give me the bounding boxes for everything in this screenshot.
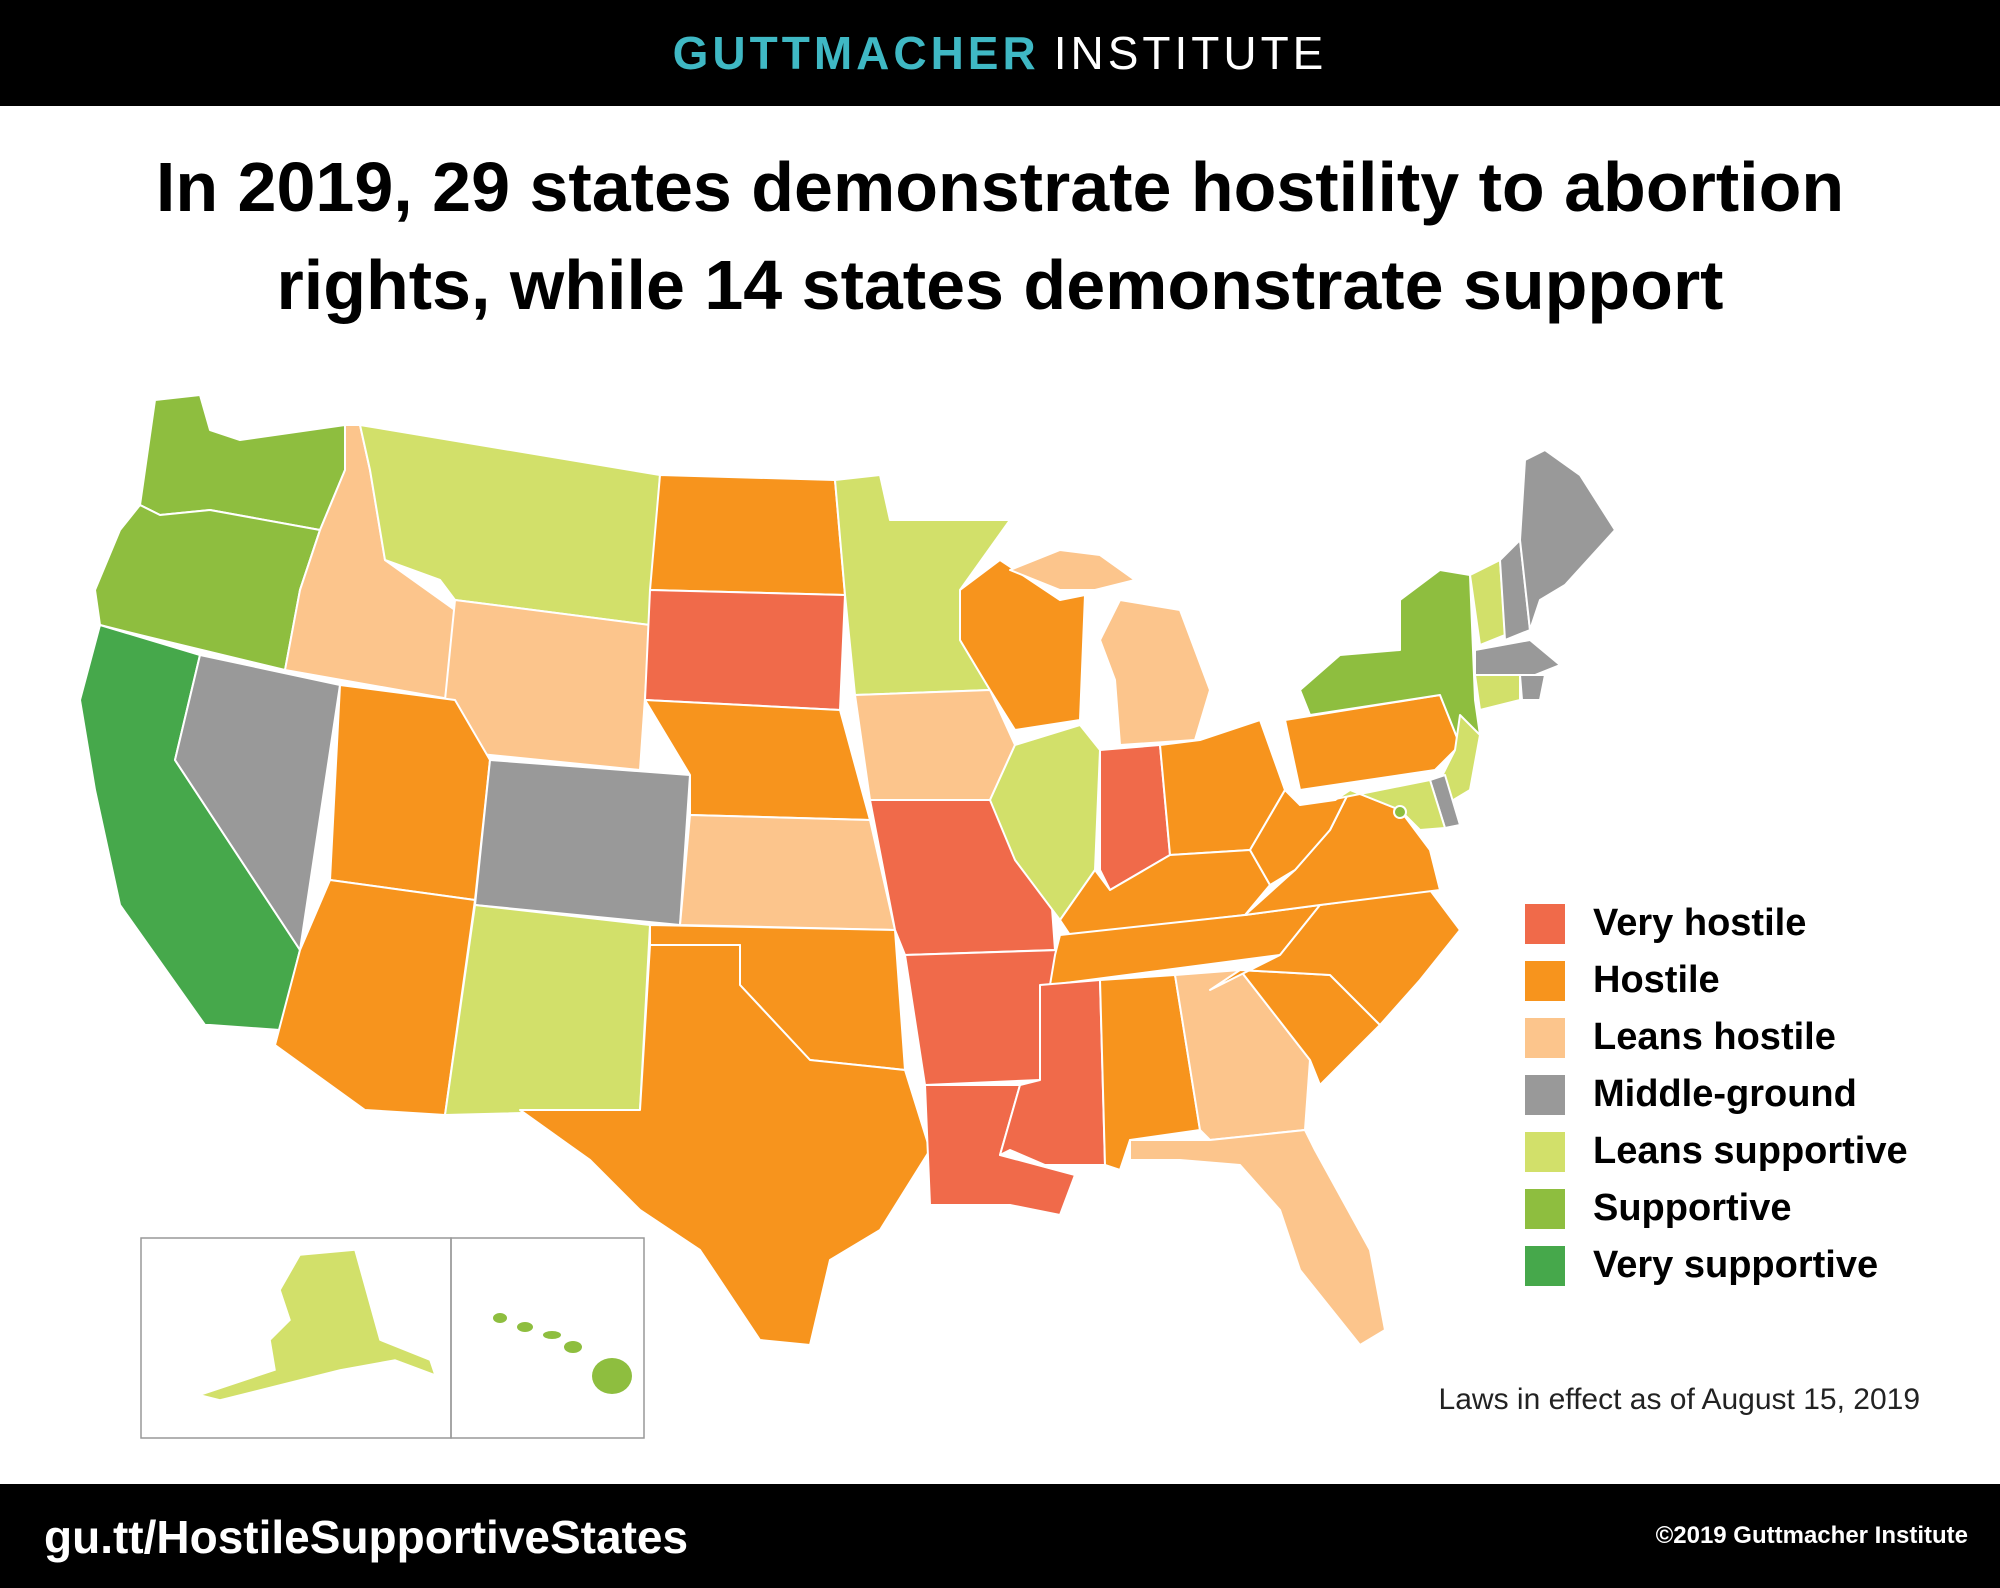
hawaii-islands — [493, 1313, 632, 1394]
state-AR — [904, 949, 1061, 1086]
state-FL — [1129, 1129, 1386, 1346]
state-MI-upper — [1009, 549, 1136, 591]
legend-label: Very hostile — [1593, 902, 1807, 944]
state-UT — [329, 684, 491, 901]
state-HI-oahu — [517, 1322, 533, 1332]
state-IA — [854, 689, 1016, 801]
state-HI-kauai — [493, 1313, 507, 1323]
brand-name: GUTTMACHER — [672, 27, 1040, 79]
short-url-link[interactable]: gu.tt/HostileSupportiveStates — [44, 1511, 689, 1563]
legend-item-very-supportive: Very supportive — [1525, 1237, 1908, 1294]
legend-item-middle-ground: Middle-ground — [1525, 1066, 1908, 1123]
state-HI-maui — [564, 1341, 582, 1353]
state-WA — [139, 394, 346, 531]
title-line-2: rights, while 14 states demonstrate supp… — [276, 246, 1724, 324]
copyright-text: ©2019 Guttmacher Institute — [1655, 1522, 1968, 1549]
state-RI — [1519, 674, 1546, 701]
state-MD — [1329, 779, 1446, 831]
legend-label: Leans hostile — [1593, 1016, 1836, 1058]
legend-swatch — [1525, 1131, 1565, 1172]
state-KS — [679, 814, 896, 931]
legend-swatch — [1525, 1188, 1565, 1229]
state-HI-molokai — [543, 1331, 561, 1339]
legend-swatch — [1525, 1245, 1565, 1286]
legend-swatch — [1525, 1074, 1565, 1115]
legend-item-leans-supportive: Leans supportive — [1525, 1123, 1908, 1180]
state-ND — [649, 474, 846, 596]
laws-date-note: Laws in effect as of August 15, 2019 — [1438, 1383, 1920, 1416]
state-AK — [197, 1249, 437, 1401]
header-bar: GUTTMACHER INSTITUTE — [0, 0, 2000, 106]
state-MI — [1099, 599, 1211, 746]
state-NM — [444, 904, 651, 1116]
legend-item-leans-hostile: Leans hostile — [1525, 1009, 1908, 1066]
state-ME — [1519, 449, 1616, 631]
state-CT — [1474, 674, 1521, 711]
legend-label: Middle-ground — [1593, 1073, 1857, 1115]
legend-item-supportive: Supportive — [1525, 1180, 1908, 1237]
legend-swatch — [1525, 1017, 1565, 1058]
hawaii-inset-box — [450, 1237, 645, 1439]
state-TX — [519, 944, 931, 1346]
state-CO — [474, 759, 691, 926]
state-HI-big-island — [592, 1358, 632, 1394]
state-NY — [1299, 569, 1481, 746]
legend-swatch — [1525, 903, 1565, 944]
map-legend: Very hostile Hostile Leans hostile Middl… — [1525, 895, 1908, 1294]
legend-swatch — [1525, 960, 1565, 1001]
legend-item-very-hostile: Very hostile — [1525, 895, 1908, 952]
legend-label: Hostile — [1593, 959, 1720, 1001]
us-states-map — [79, 394, 1616, 1439]
legend-item-hostile: Hostile — [1525, 952, 1908, 1009]
brand-institute: INSTITUTE — [1053, 27, 1328, 79]
legend-label: Very supportive — [1593, 1244, 1879, 1286]
page-title: In 2019, 29 states demonstrate hostility… — [0, 138, 2000, 334]
state-VT — [1469, 559, 1506, 646]
footer-bar: gu.tt/HostileSupportiveStates ©2019 Gutt… — [0, 1484, 2000, 1588]
state-MA — [1474, 639, 1561, 676]
state-SD — [644, 589, 846, 711]
state-DC — [1393, 805, 1407, 819]
legend-label: Supportive — [1593, 1187, 1792, 1229]
legend-label: Leans supportive — [1593, 1130, 1908, 1172]
title-line-1: In 2019, 29 states demonstrate hostility… — [155, 148, 1845, 226]
